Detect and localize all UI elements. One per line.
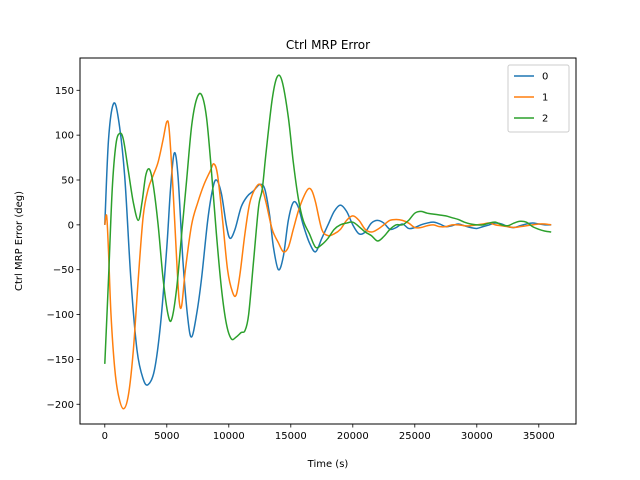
plot-area-frame: [79, 57, 577, 425]
y-axis-label: Ctrl MRP Error (deg): [14, 191, 25, 291]
x-axis-label: Time (s): [307, 459, 349, 470]
x-tick-label: 25000: [399, 431, 431, 442]
x-tick-label: 10000: [213, 431, 245, 442]
x-tick-label: 30000: [461, 431, 493, 442]
series-layer: [104, 74, 552, 410]
y-axis-ticks: −200 −150 −100 −50 0 50 100 150: [47, 86, 80, 411]
x-tick-label: 35000: [523, 431, 555, 442]
y-tick-label: −150: [47, 355, 74, 366]
y-tick-label: −200: [47, 400, 74, 411]
legend-label-0: 0: [542, 72, 548, 83]
y-tick-label: −50: [53, 265, 74, 276]
x-tick-label: 0: [102, 431, 108, 442]
x-tick-label: 15000: [275, 431, 307, 442]
y-tick-label: 150: [55, 86, 74, 97]
chart-title: Ctrl MRP Error: [286, 38, 370, 52]
legend-box: [507, 64, 570, 133]
x-tick-label: 5000: [154, 431, 179, 442]
legend-label-2: 2: [542, 114, 548, 125]
series-line-1: [104, 120, 552, 410]
y-tick-label: 0: [68, 220, 74, 231]
x-axis-ticks: 0 5000 10000 15000 20000 25000 30000 35000: [102, 424, 555, 442]
y-tick-label: 100: [55, 131, 74, 142]
series-line-2: [104, 74, 552, 364]
y-tick-label: −100: [47, 310, 74, 321]
y-tick-label: 50: [61, 176, 74, 187]
series-line-0: [104, 102, 552, 386]
legend: 0 1 2: [507, 64, 570, 133]
x-tick-label: 20000: [337, 431, 369, 442]
legend-label-1: 1: [542, 93, 548, 104]
